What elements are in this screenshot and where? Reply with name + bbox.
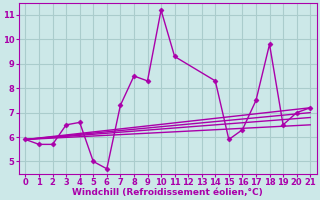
- X-axis label: Windchill (Refroidissement éolien,°C): Windchill (Refroidissement éolien,°C): [72, 188, 263, 197]
